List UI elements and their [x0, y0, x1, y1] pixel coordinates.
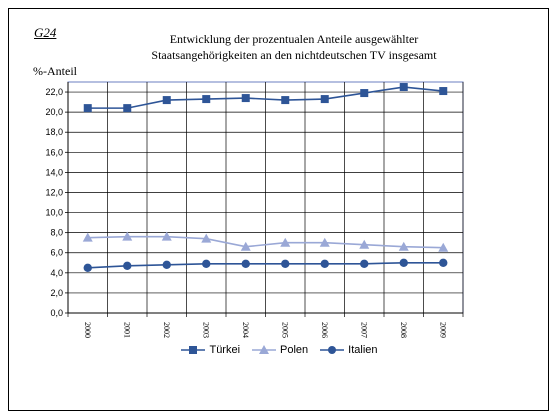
data-point-italien — [320, 259, 329, 268]
data-point-italien — [83, 263, 92, 273]
y-tick-label: 16,0 — [45, 147, 63, 157]
data-point-tuerkei — [360, 89, 369, 98]
legend-label: Türkei — [209, 344, 241, 356]
y-tick-label: 12,0 — [45, 187, 63, 197]
data-point-tuerkei — [439, 87, 448, 96]
chart-id: G24 — [34, 25, 57, 40]
legend-label: Polen — [280, 344, 309, 356]
y-tick-label: 10,0 — [45, 208, 63, 218]
chart-title: Entwicklung der prozentualen Anteile aus… — [104, 31, 484, 63]
y-tick-label: 0,0 — [50, 308, 63, 318]
series-line-tuerkei — [87, 86, 444, 109]
data-point-italien — [281, 259, 290, 268]
y-tick-label: 22,0 — [45, 87, 63, 97]
y-tick-label: 8,0 — [50, 228, 63, 238]
y-tick-label: 2,0 — [50, 288, 63, 298]
data-point-polen — [82, 232, 93, 242]
legend-swatch — [181, 346, 206, 354]
data-point-italien — [399, 258, 408, 267]
x-tick-label: 2006 — [320, 322, 329, 338]
data-point-italien — [360, 259, 369, 268]
series-line-polen — [87, 235, 444, 249]
data-point-polen — [438, 242, 449, 252]
data-point-tuerkei — [281, 96, 290, 105]
data-point-tuerkei — [202, 95, 211, 104]
data-point-tuerkei — [123, 104, 132, 113]
data-point-tuerkei — [399, 83, 408, 92]
data-point-tuerkei — [83, 104, 92, 113]
y-tick-label: 14,0 — [45, 167, 63, 177]
data-point-polen — [359, 239, 370, 249]
data-point-italien — [202, 259, 211, 268]
data-point-italien — [162, 260, 171, 269]
legend-item-italien: Italien — [320, 344, 378, 356]
data-point-polen — [201, 233, 212, 243]
x-tick-label: 2007 — [359, 322, 368, 338]
y-tick-label: 4,0 — [50, 268, 63, 278]
data-point-polen — [319, 237, 330, 247]
data-point-polen — [398, 241, 409, 251]
chart-title-line-2: Staatsangehörigkeiten an den nichtdeutsc… — [151, 48, 437, 62]
chart-frame — [8, 8, 549, 411]
y-tick-label: 6,0 — [50, 248, 63, 258]
legend-item-polen: Polen — [252, 344, 308, 356]
x-tick-label: 2002 — [162, 322, 171, 338]
x-tick-label: 2001 — [122, 322, 131, 338]
chart-title-line-1: Entwicklung der prozentualen Anteile aus… — [169, 32, 419, 46]
x-tick-label: 2005 — [280, 322, 289, 338]
series-line-italien — [87, 261, 444, 269]
data-point-tuerkei — [162, 96, 171, 105]
data-point-tuerkei — [241, 94, 250, 103]
data-point-polen — [280, 237, 291, 247]
data-point-tuerkei — [320, 95, 329, 104]
legend: Türkei Polen Italien — [0, 344, 559, 358]
y-axis-label: %-Anteil — [33, 64, 77, 78]
data-point-polen — [122, 231, 133, 241]
x-tick-label: 2003 — [201, 322, 210, 338]
data-point-italien — [241, 259, 250, 268]
x-tick-label: 2009 — [438, 322, 447, 338]
data-point-polen — [161, 231, 172, 241]
legend-swatch — [320, 346, 345, 354]
x-tick-label: 2004 — [241, 322, 250, 338]
data-point-polen — [240, 241, 251, 251]
data-point-italien — [439, 258, 448, 267]
x-tick-label: 2000 — [83, 322, 92, 338]
data-point-italien — [123, 261, 132, 270]
legend-label: Italien — [348, 344, 378, 356]
legend-item-tuerkei: Türkei — [181, 344, 240, 356]
legend-swatch — [252, 345, 277, 354]
y-tick-label: 20,0 — [45, 107, 63, 117]
y-tick-label: 18,0 — [45, 127, 63, 137]
x-tick-label: 2008 — [399, 322, 408, 338]
